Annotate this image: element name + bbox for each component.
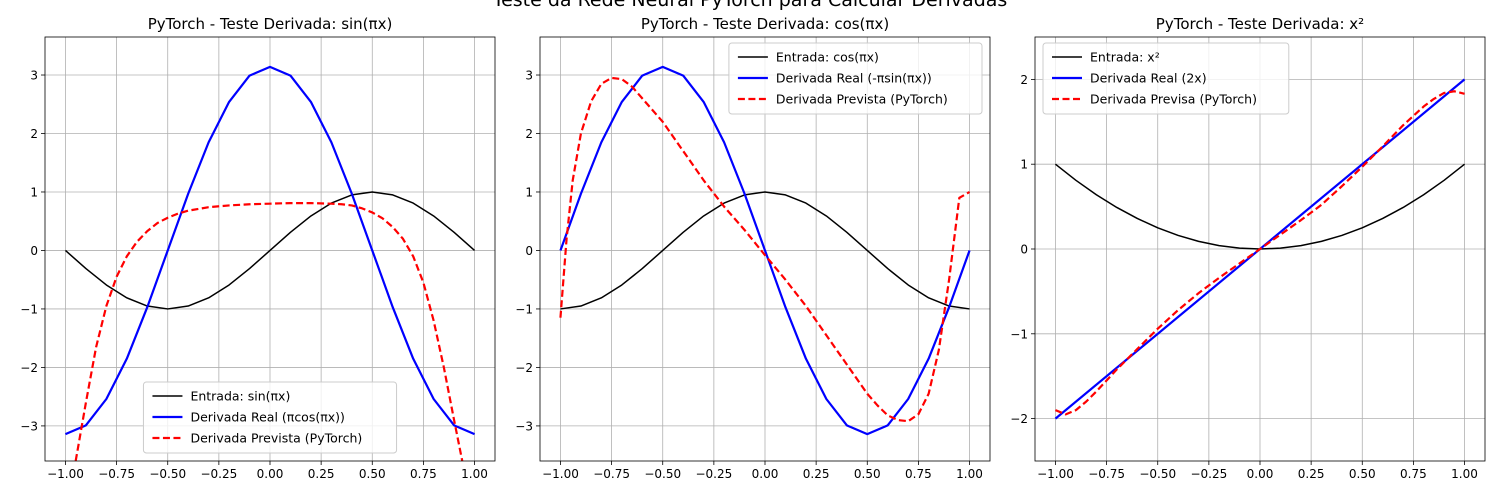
legend-box — [142, 381, 398, 454]
y-tick-label: 0 — [525, 244, 533, 258]
legend: Entrada: cos(πx) Derivada Real (-πsin(πx)… — [728, 42, 983, 115]
legend-box — [1042, 42, 1290, 115]
y-tick-label: −1 — [20, 302, 38, 316]
y-tick-label: −1 — [1010, 327, 1028, 341]
y-tick-label: −2 — [20, 361, 38, 375]
legend-label: Derivada Prevista (PyTorch) — [776, 92, 948, 107]
y-tick-label: 1 — [1020, 158, 1028, 172]
legend-label: Entrada: x² — [1090, 50, 1160, 65]
legend: Entrada: x² Derivada Real (2x) Derivada Pr… — [1042, 42, 1290, 115]
y-tick-label: 2 — [1020, 73, 1028, 87]
subplot-title: PyTorch - Teste Derivada: sin(πx) — [148, 15, 393, 33]
series-line-predicted — [74, 201, 464, 461]
x-tick-label: 0.00 — [752, 467, 779, 481]
y-tick-label: −3 — [20, 419, 38, 433]
subplot-1: PyTorch - Teste Derivada: sin(πx) −1.00 −0… — [20, 15, 496, 481]
x-tick-label: 0.50 — [1349, 467, 1376, 481]
x-tick-label: −0.50 — [1139, 467, 1176, 481]
y-tick-label: −3 — [515, 419, 533, 433]
x-tick-label: −0.75 — [593, 467, 630, 481]
x-tick-label: 0.25 — [308, 467, 335, 481]
axes-frame — [1034, 36, 1486, 462]
y-tick-label: 2 — [30, 127, 38, 141]
axes-frame — [44, 36, 496, 462]
y-tick-label: −1 — [515, 302, 533, 316]
legend-label: Derivada Real (πcos(πx)) — [190, 410, 344, 425]
y-tick-label: 3 — [30, 69, 38, 83]
series-line-real — [559, 65, 971, 436]
legend-label: Derivada Prevista (PyTorch) — [190, 431, 362, 446]
x-tick-label: −0.50 — [644, 467, 681, 481]
y-tick-label: 0 — [30, 244, 38, 258]
x-tick-label: −0.75 — [1088, 467, 1125, 481]
axes-frame — [539, 36, 991, 462]
subplot-2: PyTorch - Teste Derivada: cos(πx) −1.00 −0… — [515, 15, 991, 481]
y-tick-label: −2 — [515, 361, 533, 375]
x-tick-label: 0.50 — [854, 467, 881, 481]
y-tick-label: 1 — [525, 185, 533, 199]
x-tick-label: 0.75 — [410, 467, 437, 481]
figure-suptitle: Teste da Rede Neural PyTorch para Calcul… — [492, 0, 1008, 11]
legend-box — [728, 42, 983, 115]
x-tick-label: 0.25 — [1298, 467, 1325, 481]
series-line-predicted — [1055, 90, 1465, 416]
legend-label: Derivada Real (-πsin(πx)) — [776, 71, 932, 86]
x-tick-label: −0.25 — [200, 467, 237, 481]
x-tick-label: −0.50 — [149, 467, 186, 481]
legend-label: Derivada Real (2x) — [1090, 71, 1207, 86]
x-tick-label: −1.00 — [47, 467, 84, 481]
y-tick-label: 1 — [30, 185, 38, 199]
x-tick-label: 0.00 — [1247, 467, 1274, 481]
x-tick-label: −1.00 — [1037, 467, 1074, 481]
x-tick-label: 0.75 — [1400, 467, 1427, 481]
x-tick-label: −0.25 — [1190, 467, 1227, 481]
legend-label: Derivada Previsa (PyTorch) — [1090, 92, 1257, 107]
y-tick-label: 2 — [525, 127, 533, 141]
x-tick-label: 1.00 — [1451, 467, 1478, 481]
legend-label: Entrada: cos(πx) — [776, 50, 879, 65]
x-tick-label: 0.00 — [257, 467, 284, 481]
legend-label: Entrada: sin(πx) — [190, 389, 290, 404]
x-tick-label: 1.00 — [956, 467, 983, 481]
subplot-title: PyTorch - Teste Derivada: x² — [1156, 15, 1364, 33]
grid-lines — [540, 37, 990, 461]
y-tick-label: 3 — [525, 69, 533, 83]
x-tick-label: 0.50 — [359, 467, 386, 481]
series-line-input — [560, 191, 970, 310]
subplot-title: PyTorch - Teste Derivada: cos(πx) — [641, 15, 889, 33]
series-line-predicted — [559, 76, 971, 423]
x-tick-label: 1.00 — [461, 467, 488, 481]
x-tick-label: 0.25 — [803, 467, 830, 481]
x-tick-label: −0.25 — [695, 467, 732, 481]
x-tick-label: 0.75 — [905, 467, 932, 481]
y-tick-label: 0 — [1020, 243, 1028, 257]
x-tick-label: −1.00 — [542, 467, 579, 481]
legend: Entrada: sin(πx) Derivada Real (πcos(πx))… — [142, 381, 398, 454]
x-tick-label: −0.75 — [98, 467, 135, 481]
y-tick-label: −2 — [1010, 412, 1028, 426]
series-line-real — [65, 65, 475, 436]
subplot-3: PyTorch - Teste Derivada: x² −1.00 −0.75 −0… — [1010, 15, 1486, 481]
series-line-input — [64, 191, 476, 310]
